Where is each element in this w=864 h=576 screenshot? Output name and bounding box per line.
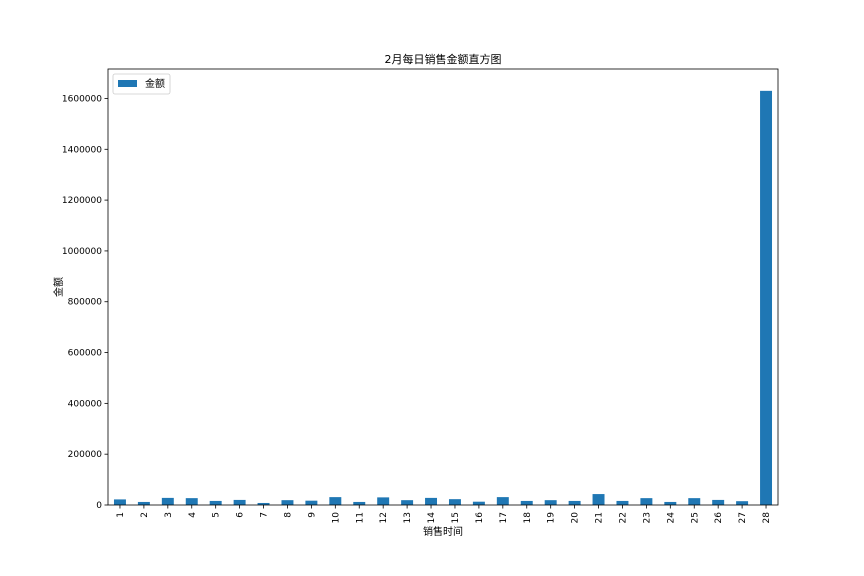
bar: [472, 501, 485, 505]
legend-label: 金额: [145, 77, 165, 90]
bar: [688, 498, 701, 505]
chart-title: 2月每日销售金额直方图: [385, 52, 502, 66]
x-tick-label: 7: [260, 512, 270, 518]
bar: [401, 500, 414, 505]
x-tick-label: 17: [499, 512, 509, 523]
x-tick-label: 24: [666, 512, 676, 524]
y-axis-ticks: 0 200000 400000 600000 800000 1000000 1200000 1…: [62, 94, 108, 511]
x-tick-label: 8: [283, 512, 293, 518]
legend: 金额: [112, 73, 171, 95]
plot-background: [108, 69, 778, 505]
bar: [496, 497, 509, 505]
bar: [257, 502, 270, 505]
y-tick-label: 600000: [68, 349, 103, 359]
x-tick-label: 11: [355, 512, 365, 523]
x-tick-label: 25: [690, 512, 700, 523]
x-tick-label: 15: [451, 512, 461, 523]
y-tick-label: 800000: [68, 298, 103, 308]
bar: [113, 499, 126, 505]
bar: [377, 497, 390, 505]
bar: [568, 500, 581, 505]
bar: [137, 501, 150, 505]
legend-box: [112, 73, 171, 95]
x-tick-label: 1: [116, 512, 126, 518]
x-tick-label: 9: [307, 512, 317, 518]
x-tick-label: 12: [379, 512, 389, 523]
bar: [209, 500, 222, 505]
x-tick-label: 22: [618, 512, 628, 523]
bar: [592, 494, 605, 505]
bar: [161, 497, 174, 505]
x-axis-ticks: 1 2 3 4 5 6 7 8 9 10 11 12 13 14 15 16 17 18 19 20 21 22 23 24 2…: [116, 505, 772, 523]
bars-group: [113, 90, 773, 505]
x-tick-label: 28: [762, 512, 772, 524]
bar: [664, 501, 677, 505]
y-tick-label: 400000: [68, 399, 103, 409]
bar: [616, 500, 629, 505]
bar: [760, 90, 773, 505]
x-axis-title: 销售时间: [423, 525, 463, 538]
y-tick-label: 1400000: [62, 145, 102, 155]
y-tick-label: 200000: [68, 450, 103, 460]
bar: [305, 500, 318, 505]
bar: [425, 497, 438, 505]
x-tick-label: 16: [475, 512, 485, 524]
x-tick-label: 4: [188, 512, 198, 518]
x-tick-label: 14: [427, 512, 437, 524]
bar: [281, 500, 294, 505]
bar: [640, 498, 653, 505]
bar: [233, 499, 246, 505]
y-tick-label: 1000000: [62, 247, 102, 257]
x-tick-label: 23: [642, 512, 652, 523]
x-tick-label: 10: [331, 512, 341, 524]
x-tick-label: 3: [164, 512, 174, 518]
bar: [329, 497, 342, 505]
x-tick-label: 13: [403, 512, 413, 523]
x-tick-label: 18: [523, 512, 533, 524]
y-tick-label: 1200000: [62, 196, 102, 206]
y-tick-label: 0: [96, 501, 102, 511]
x-tick-label: 2: [140, 512, 150, 518]
y-tick-label: 1600000: [62, 94, 102, 104]
bar: [712, 499, 725, 505]
bar: [520, 500, 533, 505]
bar: [448, 499, 461, 505]
bar: [353, 501, 366, 505]
bar: [544, 500, 557, 505]
x-tick-label: 27: [738, 512, 748, 523]
x-tick-label: 20: [571, 512, 581, 524]
y-axis-title: 金额: [52, 277, 65, 297]
legend-swatch: [118, 80, 137, 87]
plot-frame: [107, 68, 779, 506]
x-tick-label: 6: [236, 512, 246, 518]
x-tick-label: 19: [547, 512, 557, 524]
bar: [736, 501, 749, 505]
bar: [185, 498, 198, 505]
x-tick-label: 21: [595, 512, 605, 523]
x-tick-label: 26: [714, 512, 724, 524]
x-tick-label: 5: [212, 512, 222, 518]
